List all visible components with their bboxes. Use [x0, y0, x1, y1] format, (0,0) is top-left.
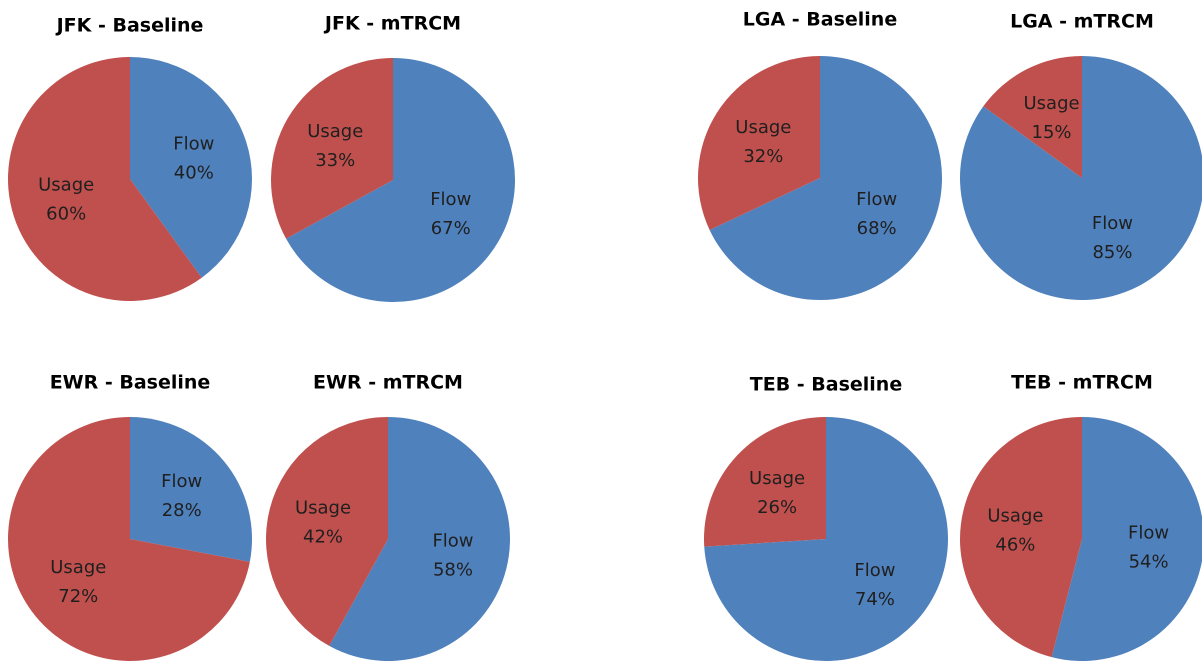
slice-value-label: 74% — [855, 589, 895, 610]
slice-category-label: Flow — [173, 133, 214, 154]
slice-value-label: 54% — [1129, 551, 1169, 572]
pie-slice — [266, 417, 388, 646]
slice-category-label: Usage — [749, 468, 805, 489]
chart-title: EWR - mTRCM — [313, 372, 463, 394]
chart-title: EWR - Baseline — [50, 372, 211, 394]
pie-slice — [703, 417, 826, 547]
slice-category-label: Flow — [430, 189, 471, 210]
slice-category-label: Usage — [987, 506, 1043, 527]
chart-title: JFK - mTRCM — [323, 13, 461, 35]
slice-value-label: 60% — [46, 204, 86, 225]
chart-title: LGA - mTRCM — [1010, 11, 1154, 33]
slice-value-label: 42% — [303, 526, 343, 547]
slice-value-label: 67% — [431, 218, 471, 239]
slice-category-label: Usage — [735, 117, 791, 138]
pie-slice — [271, 57, 393, 239]
slice-value-label: 46% — [995, 535, 1035, 556]
pie-slice — [130, 417, 252, 562]
chart-title: TEB - Baseline — [750, 374, 902, 396]
slice-value-label: 58% — [433, 560, 473, 581]
slice-category-label: Flow — [161, 471, 202, 492]
slice-value-label: 15% — [1032, 122, 1072, 143]
chart-title: LGA - Baseline — [743, 9, 897, 31]
slice-category-label: Usage — [295, 497, 351, 518]
pie-slice — [704, 416, 948, 661]
pie-slice — [329, 416, 510, 661]
pie-slice — [960, 56, 1202, 300]
pie-slice — [7, 57, 202, 302]
slice-category-label: Flow — [856, 189, 897, 210]
pie-slice — [7, 417, 250, 661]
chart-title: TEB - mTRCM — [1011, 372, 1153, 394]
pie-slice — [698, 56, 820, 230]
slice-category-label: Flow — [854, 560, 895, 581]
slice-value-label: 72% — [58, 586, 98, 607]
pie-slice — [709, 56, 942, 300]
slice-value-label: 26% — [757, 497, 797, 518]
chart-title: JFK - Baseline — [55, 15, 204, 37]
slice-value-label: 33% — [315, 150, 355, 171]
pie-slice — [960, 417, 1082, 658]
pie-slice — [983, 56, 1082, 178]
slice-value-label: 32% — [743, 146, 783, 167]
slice-value-label: 68% — [857, 218, 897, 239]
slice-category-label: Flow — [1092, 213, 1133, 234]
slice-category-label: Flow — [432, 531, 473, 552]
slice-category-label: Usage — [50, 557, 106, 578]
slice-value-label: 40% — [174, 162, 214, 183]
slice-value-label: 28% — [162, 500, 202, 521]
slice-category-label: Flow — [1128, 522, 1169, 543]
slice-category-label: Usage — [1023, 93, 1079, 114]
slice-category-label: Usage — [307, 121, 363, 142]
slice-category-label: Usage — [38, 175, 94, 196]
pie-slice — [130, 57, 252, 278]
pie-slice — [1051, 417, 1202, 661]
pie-slice — [286, 58, 515, 302]
slice-value-label: 85% — [1092, 242, 1132, 263]
